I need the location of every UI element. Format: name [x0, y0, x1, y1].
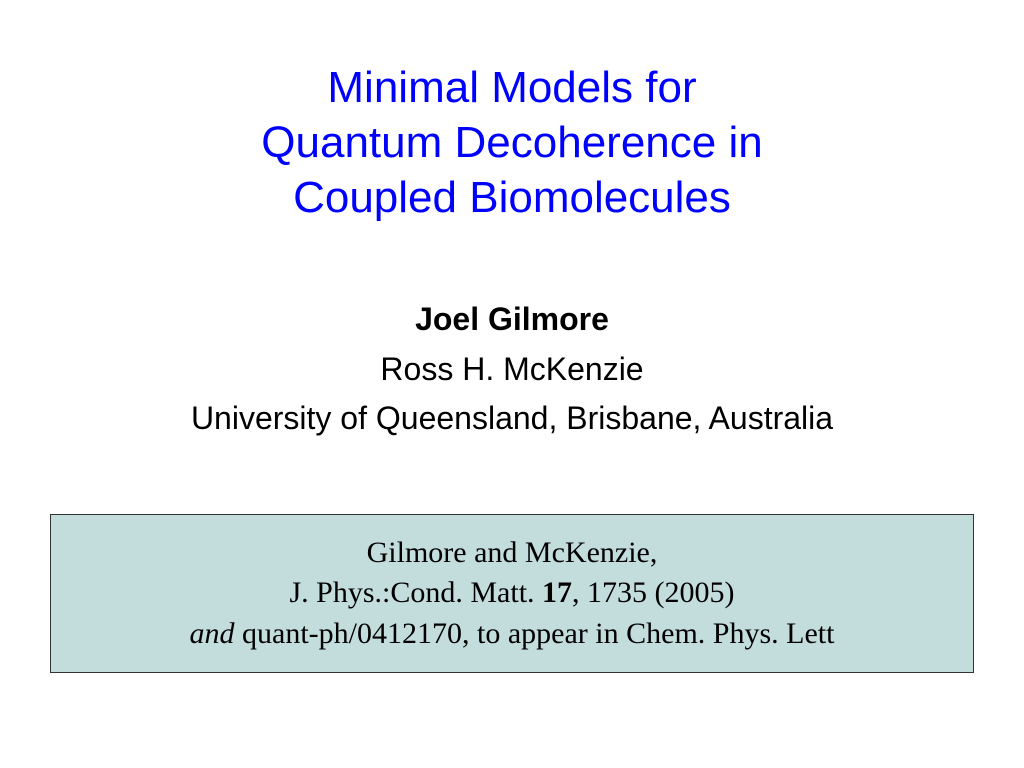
citation-box: Gilmore and McKenzie, J. Phys.:Cond. Mat… — [50, 514, 974, 674]
author-primary: Joel Gilmore — [415, 301, 609, 337]
author-secondary: Ross H. McKenzie — [380, 351, 643, 387]
slide-title: Minimal Models for Quantum Decoherence i… — [40, 60, 984, 225]
author-affiliation: University of Queensland, Brisbane, Aust… — [191, 400, 833, 436]
citation-line-2-post: , 1735 (2005) — [572, 576, 734, 609]
title-line-2: Quantum Decoherence in — [261, 118, 762, 167]
citation-line-1: Gilmore and McKenzie, — [367, 536, 658, 569]
title-line-1: Minimal Models for — [327, 63, 696, 112]
citation-line-3-ital: and — [190, 617, 235, 650]
citation-line-2-pre: J. Phys.:Cond. Matt. — [289, 576, 542, 609]
citation-line-3-rest: quant-ph/0412170, to appear in Chem. Phy… — [235, 617, 835, 650]
title-line-3: Coupled Biomolecules — [293, 173, 731, 222]
slide-container: Minimal Models for Quantum Decoherence i… — [0, 0, 1024, 768]
authors-block: Joel Gilmore Ross H. McKenzie University… — [40, 295, 984, 444]
citation-volume: 17 — [542, 576, 572, 609]
